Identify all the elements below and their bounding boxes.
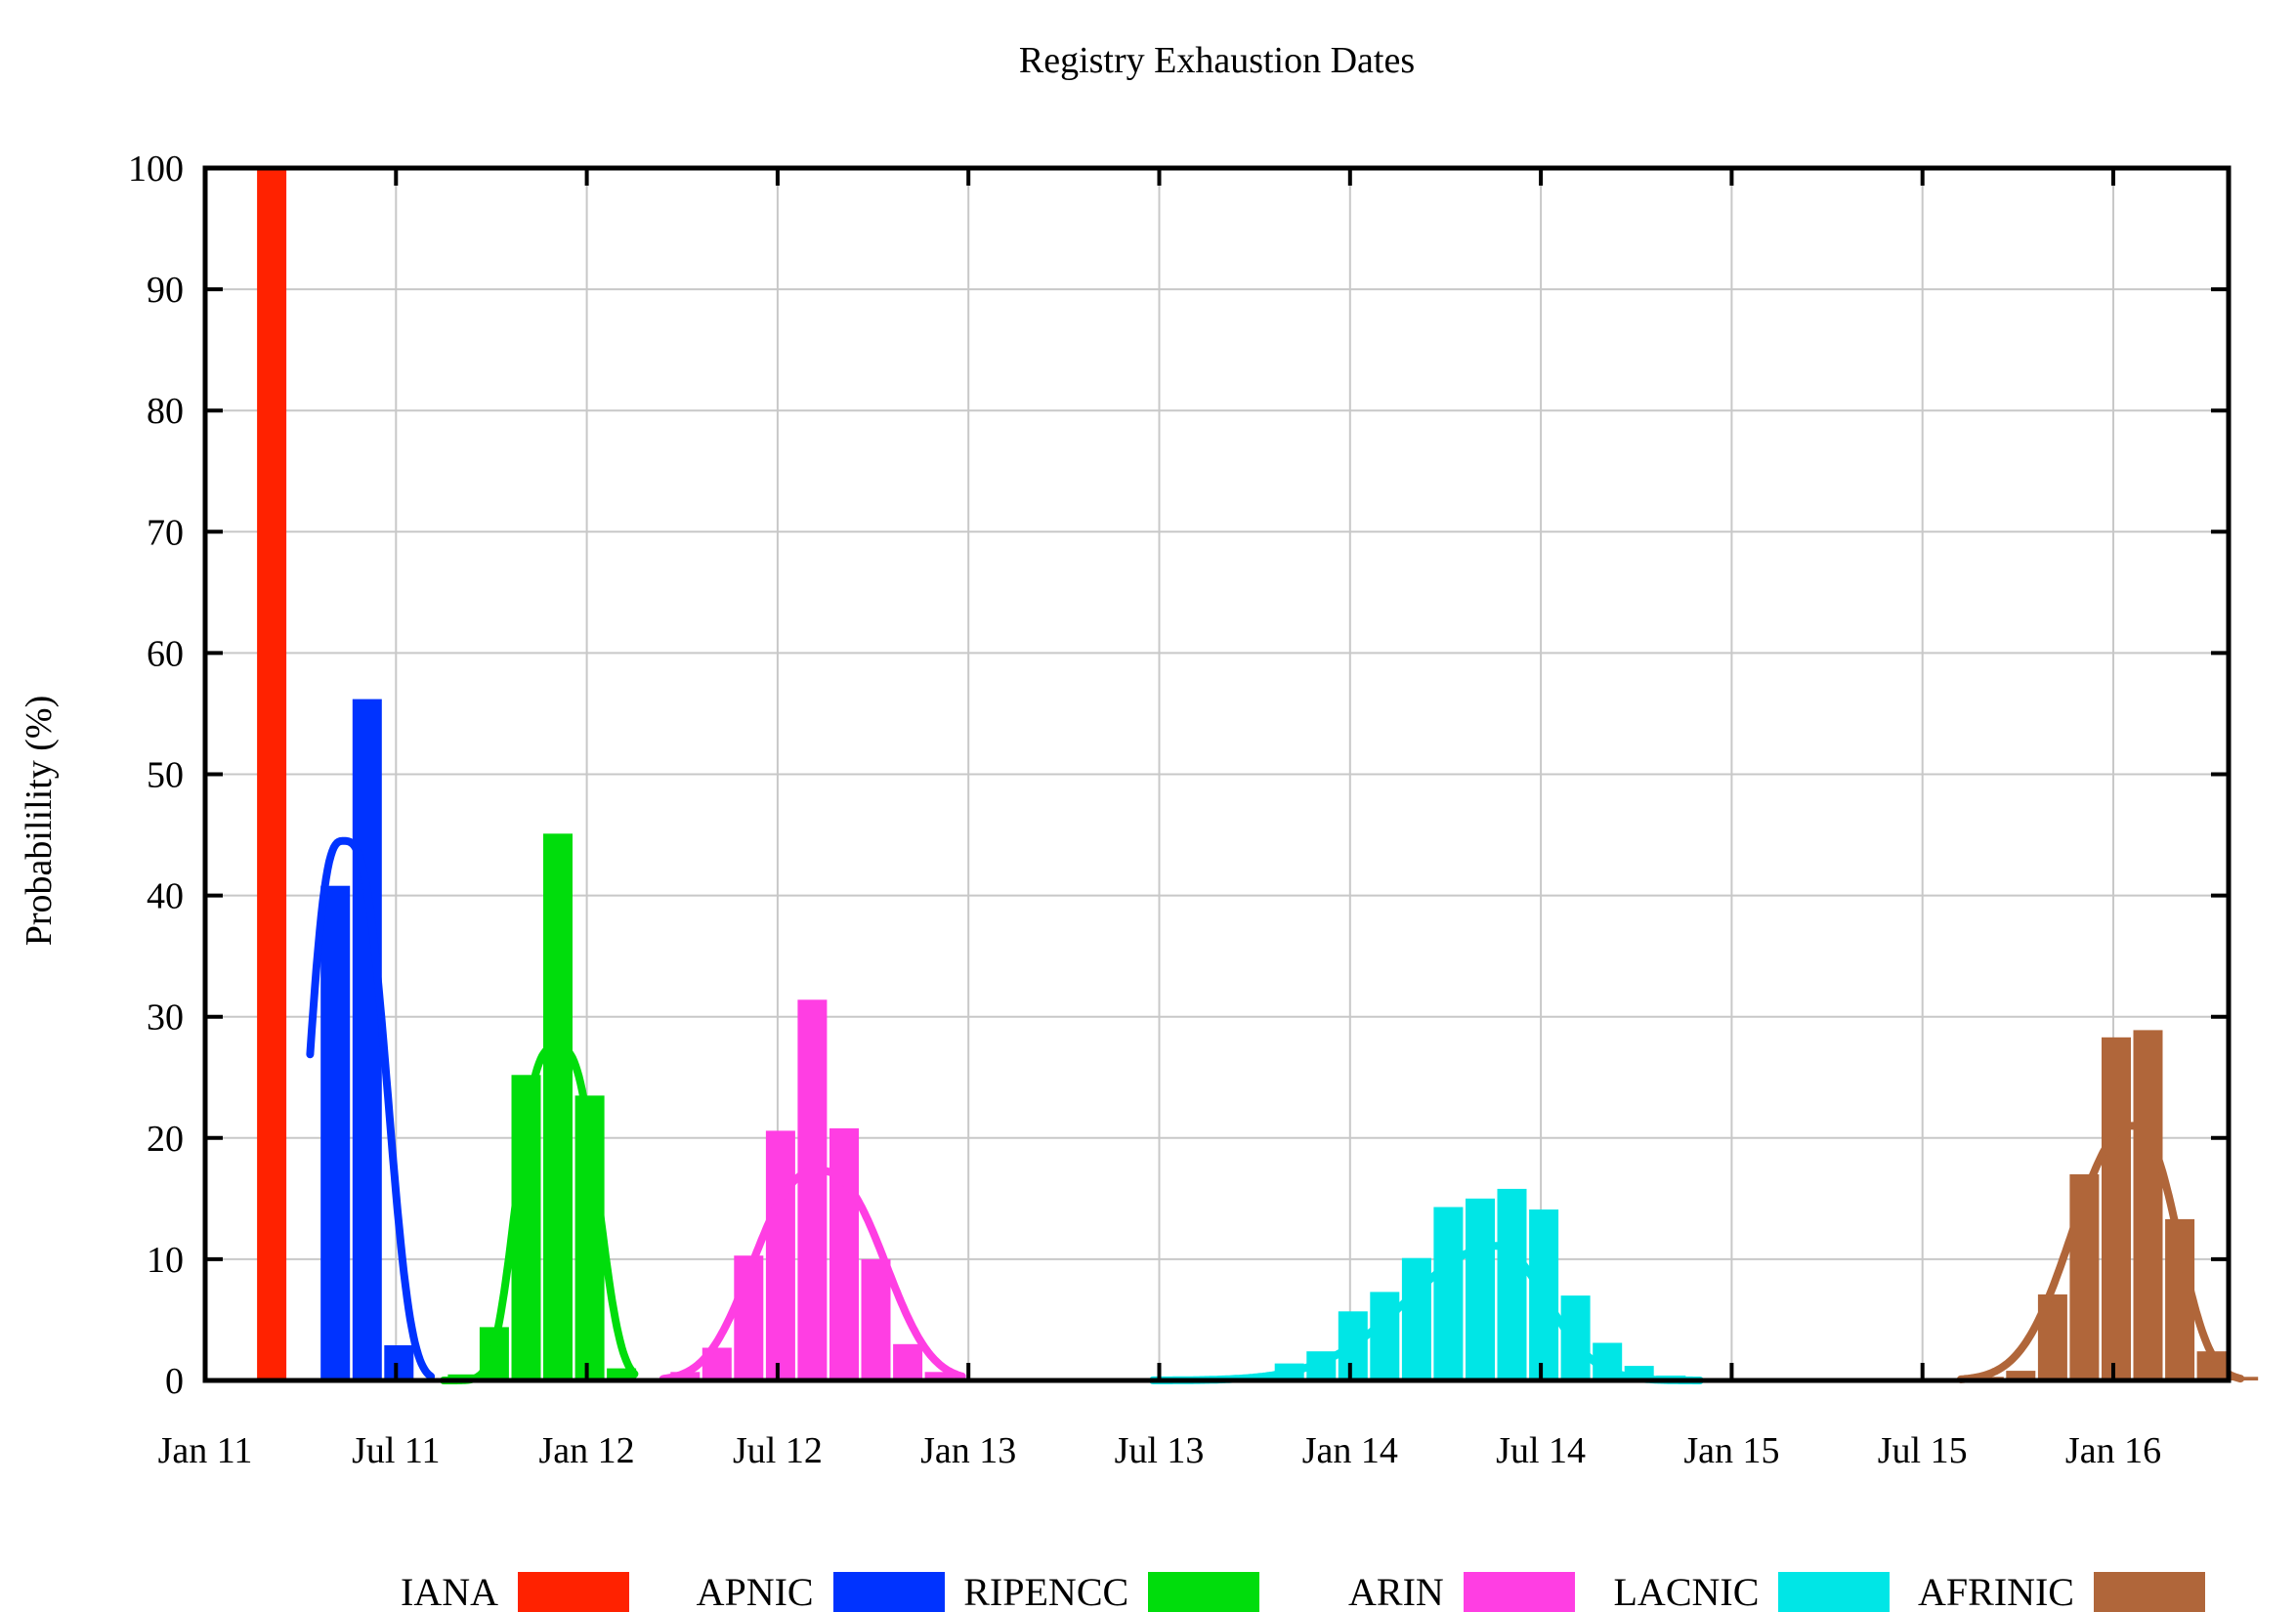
y-axis-label: Probabilility (%) — [19, 695, 60, 947]
y-tick-label: 70 — [147, 512, 184, 553]
bar-ARIN — [765, 1130, 795, 1380]
legend-swatch-LACNIC — [1778, 1572, 1891, 1612]
bar-LACNIC — [1466, 1198, 1495, 1380]
y-tick-label: 10 — [147, 1240, 184, 1281]
legend-swatch-RIPENCC — [1148, 1572, 1260, 1612]
bar-ARIN — [829, 1127, 859, 1380]
bar-AFRINIC — [2133, 1030, 2163, 1380]
legend-swatch-ARIN — [1463, 1572, 1575, 1612]
legend-label-AFRINIC: AFRINIC — [1917, 1570, 2074, 1612]
y-tick-label: 80 — [147, 391, 184, 432]
legend-label-LACNIC: LACNIC — [1613, 1570, 1760, 1612]
y-tick-label: 90 — [147, 270, 184, 311]
bar-LACNIC — [1370, 1292, 1400, 1380]
fit-curve-APNIC — [306, 836, 436, 1380]
bar-AFRINIC — [2006, 1371, 2036, 1380]
bar-AFRINIC — [2102, 1037, 2131, 1380]
legend-label-APNIC: APNIC — [696, 1570, 814, 1612]
x-tick-label: Jul 14 — [1496, 1430, 1586, 1471]
bar-LACNIC — [1497, 1188, 1527, 1380]
legend-swatch-IANA — [518, 1572, 629, 1612]
x-tick-label: Jan 16 — [2065, 1430, 2161, 1471]
y-tick-label: 0 — [165, 1361, 184, 1402]
bar-ARIN — [861, 1258, 891, 1380]
x-tick-label: Jan 12 — [539, 1430, 635, 1471]
bar-APNIC — [320, 885, 351, 1380]
bar-APNIC — [384, 1345, 414, 1380]
y-tick-label: 30 — [147, 997, 184, 1039]
bar-LACNIC — [1433, 1207, 1464, 1380]
fit-curve-AFRINIC — [1956, 1122, 2245, 1383]
bar-ARIN — [797, 999, 828, 1380]
bar-IANA — [257, 168, 287, 1380]
chart-title: Registry Exhaustion Dates — [1018, 40, 1416, 81]
bar-ARIN — [924, 1372, 955, 1380]
fit-curve-ARIN — [659, 1167, 966, 1383]
bar-RIPENCC — [543, 833, 573, 1380]
x-tick-label: Jul 11 — [352, 1430, 440, 1471]
bar-ARIN — [893, 1343, 923, 1380]
y-tick-label: 20 — [147, 1119, 184, 1160]
y-tick-label: 40 — [147, 876, 184, 917]
legend-swatch-APNIC — [832, 1572, 945, 1612]
x-tick-label: Jan 11 — [158, 1430, 253, 1471]
x-tick-label: Jan 15 — [1683, 1430, 1779, 1471]
y-tick-label: 100 — [128, 148, 184, 190]
bar-LACNIC — [1401, 1257, 1431, 1380]
x-tick-label: Jan 14 — [1302, 1430, 1398, 1471]
legend-label-ARIN: ARIN — [1348, 1570, 1444, 1612]
x-tick-label: Jul 15 — [1878, 1430, 1968, 1471]
y-tick-label: 60 — [147, 633, 184, 674]
x-tick-label: Jul 12 — [733, 1430, 823, 1471]
x-tick-label: Jan 13 — [920, 1430, 1016, 1471]
legend-swatch-AFRINIC — [2094, 1572, 2205, 1612]
legend-label-RIPENCC: RIPENCC — [963, 1570, 1129, 1612]
legend-label-IANA: IANA — [401, 1570, 498, 1612]
bar-APNIC — [352, 699, 382, 1380]
x-tick-label: Jul 13 — [1115, 1430, 1205, 1471]
y-tick-label: 50 — [147, 755, 184, 796]
